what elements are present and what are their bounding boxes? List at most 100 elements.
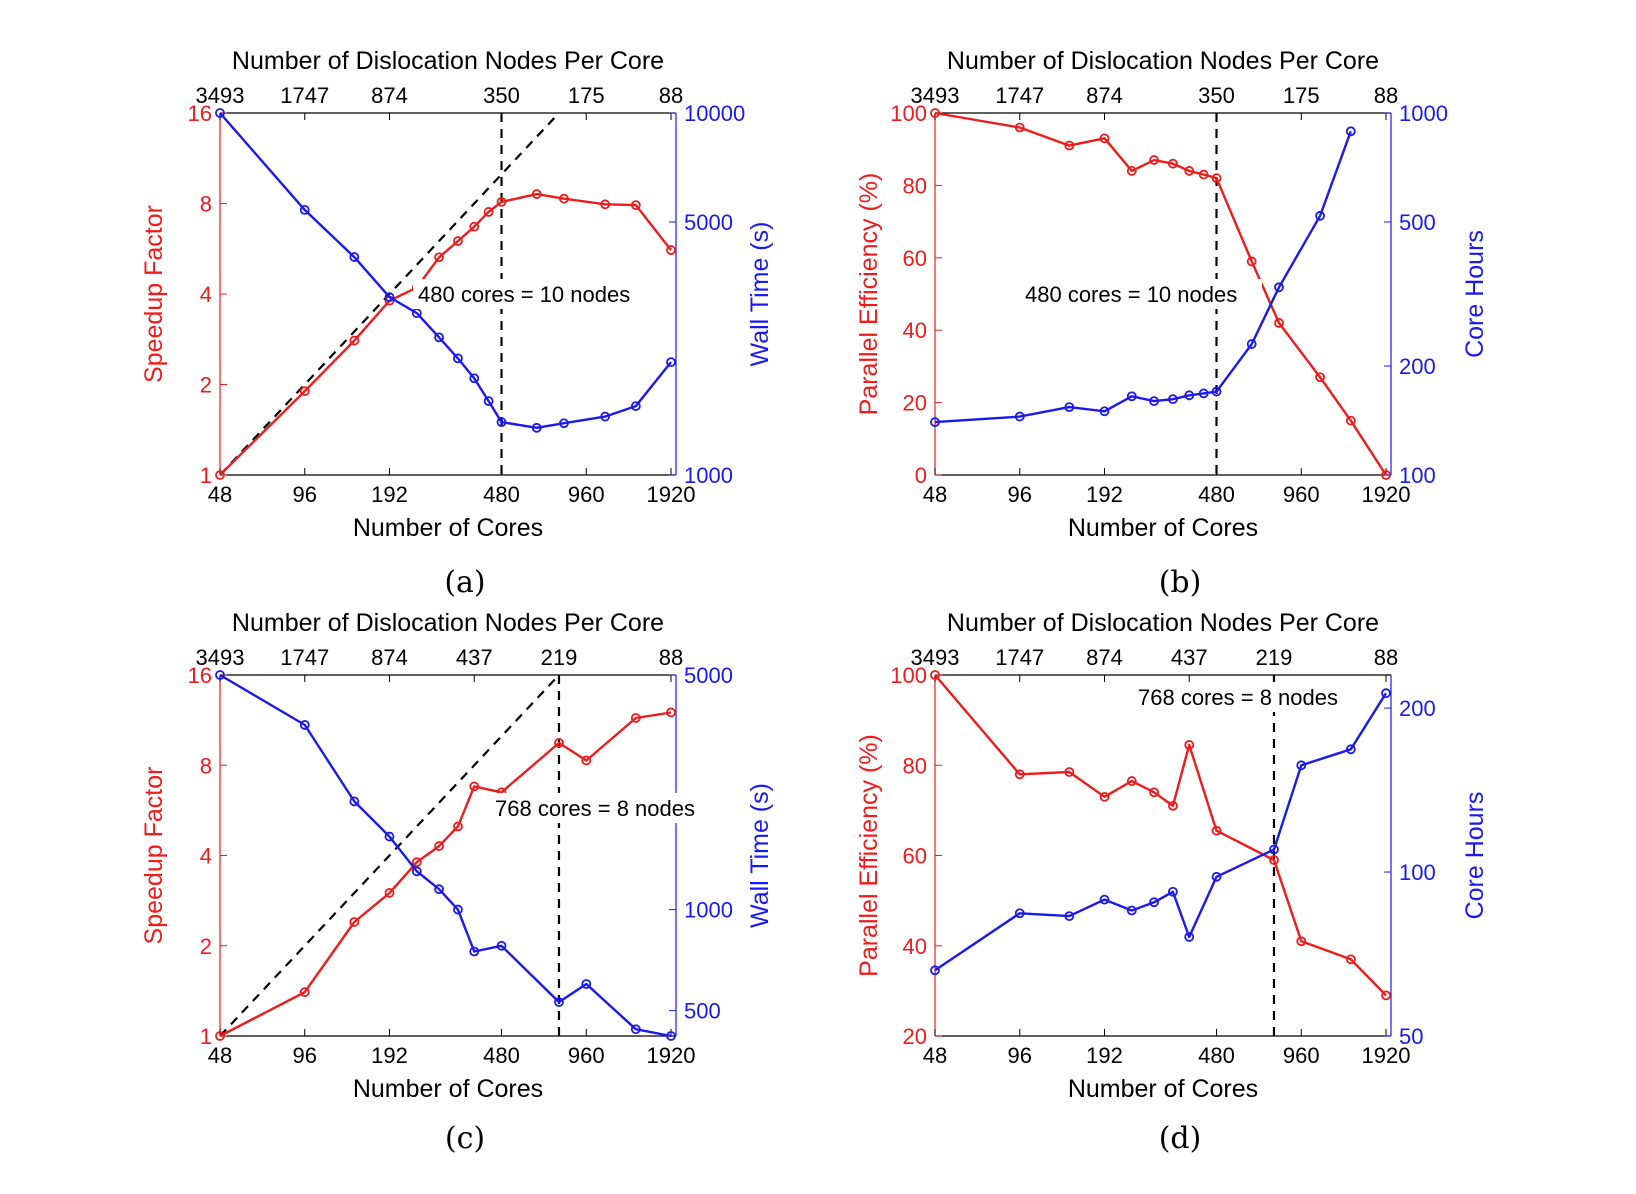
- data-point-right: [1014, 411, 1025, 422]
- annotation-bg: [1133, 682, 1364, 712]
- data-point-left: [434, 841, 444, 851]
- data-point-left: [1381, 470, 1391, 480]
- top-axis-title: Number of Dislocation Nodes Per Core: [947, 47, 1379, 75]
- data-point-left: [1274, 318, 1284, 328]
- x-tick-label: 96: [1008, 482, 1032, 507]
- data-point-left: [1099, 791, 1110, 802]
- top-tick-label: 874: [1086, 83, 1123, 108]
- right-axis-title: Core Hours: [1461, 792, 1489, 920]
- x-tick-label: 960: [1283, 482, 1320, 507]
- x-tick-label: 48: [208, 482, 232, 507]
- right-tick-label: 1000: [684, 898, 733, 923]
- series-line-right: [219, 673, 672, 1038]
- top-tick-label: 219: [541, 645, 578, 670]
- left-tick-label: 40: [903, 934, 927, 959]
- data-point-right: [1296, 760, 1307, 771]
- left-tick-label: 16: [188, 101, 212, 126]
- data-point-right: [215, 108, 225, 118]
- data-point-right: [581, 979, 592, 989]
- series-line-left: [934, 674, 1387, 997]
- x-tick-label: 1920: [1362, 482, 1411, 507]
- data-point-left: [581, 755, 592, 766]
- data-point-right: [600, 411, 611, 422]
- data-point-right: [1184, 390, 1195, 401]
- top-tick-label: 1747: [995, 83, 1044, 108]
- data-point-left: [1149, 787, 1159, 798]
- data-point-left: [1381, 990, 1391, 1001]
- data-point-left: [469, 221, 480, 232]
- left-tick-label: 1: [200, 463, 212, 488]
- x-tick-label: 480: [483, 482, 520, 507]
- right-tick-label: 1000: [684, 463, 733, 488]
- top-axis-title: Number of Dislocation Nodes Per Core: [232, 609, 664, 637]
- x-tick-label: 96: [293, 1043, 317, 1068]
- data-point-right: [215, 670, 225, 680]
- data-point-right: [1064, 911, 1075, 922]
- data-point-right: [666, 357, 676, 368]
- data-point-left: [930, 670, 940, 680]
- ideal-speedup-line: [219, 674, 560, 1037]
- data-point-right: [1198, 388, 1209, 399]
- top-axis-title: Number of Dislocation Nodes Per Core: [232, 47, 664, 75]
- data-point-right: [554, 997, 564, 1007]
- left-tick-label: 80: [903, 173, 927, 198]
- x-tick-label: 960: [568, 1043, 605, 1068]
- vline-annotation: 480 cores = 10 nodes: [418, 282, 630, 307]
- data-point-left: [349, 335, 360, 346]
- data-point-right: [1149, 396, 1159, 407]
- left-tick-label: 4: [200, 282, 212, 307]
- data-point-left: [630, 200, 641, 211]
- series-line-right: [934, 130, 1352, 424]
- data-point-left: [1345, 954, 1356, 965]
- right-tick-label: 500: [684, 999, 721, 1024]
- data-point-right: [453, 353, 463, 364]
- vline-annotation: 768 cores = 8 nodes: [1138, 685, 1338, 710]
- right-axis-title: Wall Time (s): [746, 222, 774, 367]
- top-tick-label: 3493: [196, 83, 245, 108]
- left-tick-label: 8: [200, 753, 212, 778]
- data-point-left: [299, 386, 310, 397]
- x-tick-label: 96: [1008, 1043, 1032, 1068]
- left-tick-label: 40: [903, 318, 927, 343]
- data-point-left: [1149, 155, 1159, 165]
- data-point-right: [1099, 894, 1110, 905]
- vline-annotation: 768 cores = 8 nodes: [495, 796, 695, 821]
- top-tick-label: 874: [371, 645, 408, 670]
- left-tick-label: 0: [915, 463, 927, 488]
- annotation-bg: [413, 279, 655, 309]
- x-tick-label: 96: [293, 482, 317, 507]
- data-point-left: [1211, 173, 1222, 184]
- data-point-right: [1269, 844, 1279, 855]
- data-point-left: [630, 713, 641, 723]
- top-tick-label: 1747: [280, 645, 329, 670]
- data-point-right: [299, 720, 310, 730]
- data-point-right: [1099, 406, 1110, 417]
- top-tick-label: 219: [1256, 645, 1293, 670]
- data-point-right: [1381, 688, 1391, 699]
- data-point-left: [1168, 158, 1178, 169]
- data-point-left: [1014, 122, 1025, 133]
- top-tick-label: 88: [1374, 83, 1398, 108]
- caption-d: (d): [1159, 1121, 1202, 1156]
- x-tick-label: 48: [923, 482, 947, 507]
- data-point-left: [1211, 825, 1222, 836]
- data-point-left: [531, 189, 542, 199]
- data-point-left: [1184, 740, 1195, 750]
- right-tick-label: 200: [1399, 696, 1436, 721]
- data-point-left: [1184, 166, 1195, 176]
- data-point-left: [1269, 855, 1279, 865]
- data-point-right: [630, 401, 641, 411]
- left-tick-label: 2: [200, 373, 212, 398]
- data-point-right: [1345, 744, 1356, 755]
- data-point-left: [1126, 776, 1137, 786]
- x-tick-label: 960: [1283, 1043, 1320, 1068]
- x-tick-label: 192: [371, 1043, 408, 1068]
- x-tick-label: 960: [568, 482, 605, 507]
- left-tick-label: 2: [200, 934, 212, 959]
- annotation-bg: [490, 793, 721, 823]
- data-point-left: [453, 821, 463, 832]
- data-point-left: [453, 236, 463, 246]
- data-point-right: [469, 946, 480, 957]
- data-point-left: [1198, 169, 1209, 180]
